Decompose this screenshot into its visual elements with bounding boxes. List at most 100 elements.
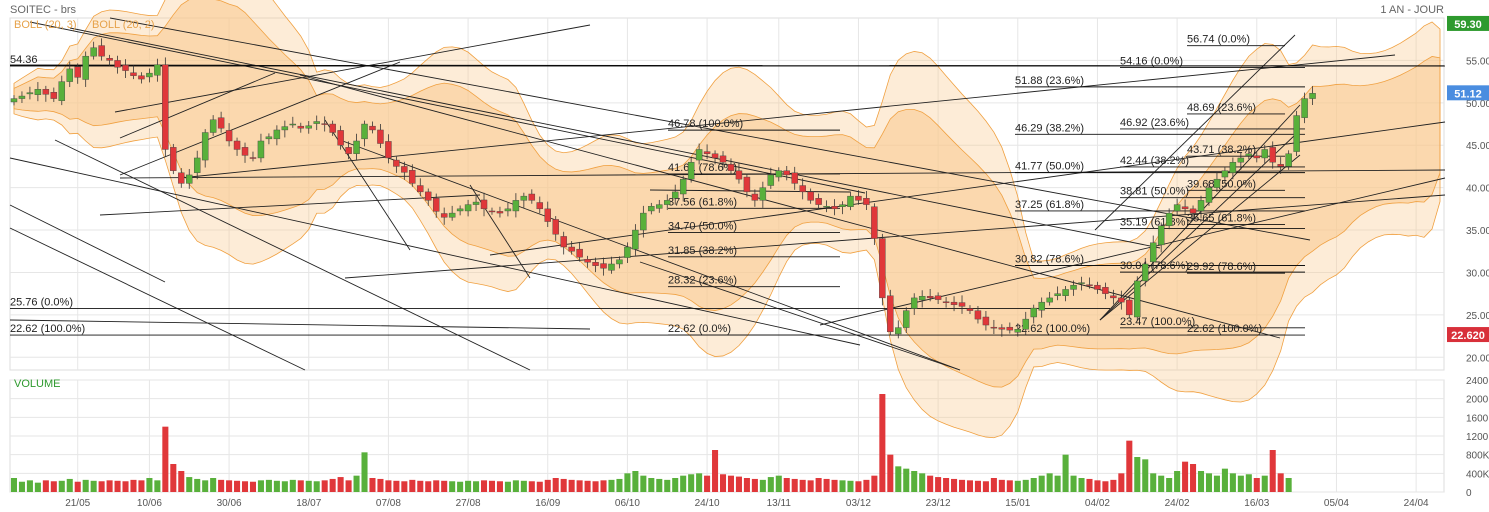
candle-body <box>1205 187 1213 203</box>
candle-body <box>1102 287 1109 294</box>
price-axis: 20.00 25.00 30.00 35.00 40.00 45.00 50.00 55.00 <box>1466 56 1489 364</box>
volume-bar <box>1142 459 1149 492</box>
volume-bar <box>958 479 966 492</box>
volume-bar <box>257 480 264 492</box>
volume-bar <box>966 480 974 492</box>
candle-body <box>799 185 806 193</box>
x-tick-label: 27/08 <box>456 498 481 509</box>
volume-bar <box>1062 454 1069 492</box>
volume-bar <box>74 481 81 492</box>
candle-body <box>464 204 472 212</box>
fib-level-label: 37.56 (61.8%) <box>668 196 737 208</box>
fib-level-label: 22.62 (0.0%) <box>668 323 731 335</box>
volume-bar <box>82 479 89 492</box>
bollinger-bands <box>13 0 1441 439</box>
candle-body <box>50 92 58 99</box>
candle-body <box>90 47 97 57</box>
volume-tick-label: 2400K <box>1466 376 1489 387</box>
volume-bar <box>1030 478 1037 492</box>
candle-body <box>26 92 34 95</box>
fib-level-label: 30.04 (78.6%) <box>1120 260 1189 272</box>
fib-level-label: 39.68 (50.0%) <box>1187 178 1256 190</box>
trend-line <box>119 61 401 176</box>
volume-bar <box>672 478 679 492</box>
x-tick-label: 05/04 <box>1324 498 1349 509</box>
x-tick-label: 24/04 <box>1404 498 1429 509</box>
volume-bar <box>1014 480 1021 492</box>
volume-bar <box>656 478 663 492</box>
candle-body <box>544 208 551 222</box>
candle-body <box>504 208 512 212</box>
x-tick-label: 03/12 <box>846 498 871 509</box>
candle-body <box>440 213 448 218</box>
volume-bar <box>1078 478 1085 492</box>
y-tick-label: 30.00 <box>1466 268 1489 279</box>
candle-body <box>1086 284 1093 286</box>
volume-bar <box>441 480 448 492</box>
volume-bar <box>688 474 695 492</box>
candle-body <box>1038 301 1045 311</box>
candle-body <box>1189 208 1197 214</box>
volume-bar <box>1245 474 1252 492</box>
fib-level-label: 35.65 (61.8%) <box>1187 213 1256 225</box>
last-price-badge-text: 51.12 <box>1454 88 1482 100</box>
fib-level-label: 46.29 (38.2%) <box>1015 122 1084 134</box>
candle-body <box>966 308 974 311</box>
volume-bar <box>935 477 942 492</box>
candle-body <box>520 195 528 201</box>
volume-bar <box>58 480 65 492</box>
volume-bar <box>385 480 392 492</box>
candle-body <box>743 176 751 193</box>
volume-bar <box>496 481 503 492</box>
volume-bar <box>353 475 360 492</box>
candle-body <box>592 262 599 266</box>
volume-bar <box>576 480 583 492</box>
fib-level-label: 22.62 (100.0%) <box>1015 323 1090 335</box>
volume-bar <box>1253 478 1260 492</box>
low-price-badge: 22.620 <box>1447 327 1489 343</box>
candle-body <box>417 185 424 193</box>
candle-body <box>998 327 1006 330</box>
candle-body <box>1301 98 1308 118</box>
fib-level-label: 23.47 (100.0%) <box>1120 316 1195 328</box>
candle-body <box>1110 295 1117 299</box>
trend-line <box>29 21 866 194</box>
volume-bar <box>98 481 105 492</box>
candle-body <box>361 123 368 140</box>
volume-bar <box>34 482 41 492</box>
candle-body <box>958 302 966 307</box>
candle-body <box>871 206 878 239</box>
candle-body <box>918 296 926 301</box>
candle-body <box>687 161 695 180</box>
volume-bar <box>66 478 73 492</box>
volume-bar <box>1269 450 1276 492</box>
volume-tick-label: 1200K <box>1466 432 1489 443</box>
volume-bar <box>990 478 997 492</box>
fib-level-label: 25.76 (0.0%) <box>10 296 73 308</box>
candle-body <box>273 129 281 140</box>
volume-bar <box>680 475 687 492</box>
candle-body <box>265 136 273 140</box>
candle-body <box>448 212 456 218</box>
candle-body <box>1309 93 1316 99</box>
candle-body <box>719 155 727 163</box>
volume-bar <box>1221 468 1228 492</box>
volume-bar <box>194 478 201 492</box>
candle-body <box>903 310 910 328</box>
volume-tick-label: 1600K <box>1466 413 1489 424</box>
fib-level-label: 54.16 (0.0%) <box>1120 56 1183 68</box>
volume-bar <box>433 480 440 492</box>
candlesticks <box>10 38 1316 339</box>
candle-body <box>1149 242 1157 263</box>
high-price-badge-bg <box>1447 15 1489 31</box>
volume-bar <box>289 479 296 492</box>
volume-bar <box>50 481 57 492</box>
fib-level-label: 37.25 (61.8%) <box>1015 199 1084 211</box>
fib-level-label: 48.69 (23.6%) <box>1187 102 1256 114</box>
candle-body <box>926 296 934 299</box>
candle-body <box>249 157 257 159</box>
period-label[interactable]: 1 AN - JOUR <box>1380 4 1444 16</box>
volume-bar <box>1213 475 1220 492</box>
candle-body <box>1213 178 1221 188</box>
